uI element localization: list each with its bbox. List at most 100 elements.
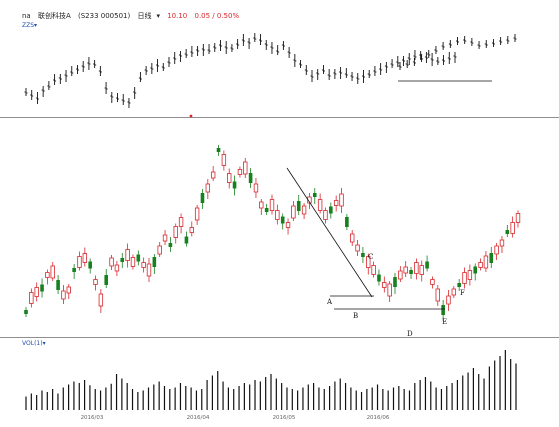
candle	[146, 263, 152, 277]
candle	[24, 310, 28, 314]
candle	[66, 286, 71, 294]
candle	[61, 290, 66, 300]
candle	[317, 199, 323, 211]
candle	[483, 255, 489, 269]
candle	[248, 173, 253, 183]
candle	[40, 284, 44, 292]
candle	[237, 169, 243, 175]
candle	[361, 253, 365, 257]
candle	[393, 277, 397, 287]
candle	[136, 254, 141, 262]
candle	[56, 280, 60, 290]
candle	[296, 201, 301, 211]
candle	[499, 239, 505, 247]
candle	[451, 288, 457, 296]
period-label: 日线	[137, 12, 152, 20]
volume-indicator-label: VOL(1)	[22, 340, 43, 347]
candle	[162, 234, 168, 242]
candle	[104, 275, 109, 285]
candle	[382, 282, 387, 288]
header-prefix: na	[22, 12, 31, 20]
candle	[419, 265, 424, 275]
candle	[329, 206, 333, 214]
candle	[189, 227, 194, 233]
candle	[414, 262, 419, 274]
candle	[93, 279, 98, 285]
candle	[280, 216, 285, 224]
candle	[371, 265, 376, 275]
candle	[82, 253, 88, 263]
candle	[152, 257, 157, 267]
marker-dot	[189, 114, 193, 118]
candle	[77, 256, 82, 268]
point-label-b: B	[353, 312, 358, 320]
candle	[377, 274, 381, 282]
date-tick-label: 2016/04	[187, 415, 210, 421]
candle	[462, 272, 467, 284]
candle	[339, 193, 344, 207]
candle	[515, 213, 521, 223]
candle	[264, 208, 269, 212]
candle	[88, 261, 92, 269]
trend-line	[286, 167, 373, 298]
chart-header: na 联创科技A (S233 000501) 日线 ▾ 10.10 0.05 / …	[0, 0, 559, 26]
candle	[216, 148, 221, 152]
point-label-f: F	[460, 289, 465, 297]
date-tick-label: 2016/06	[367, 415, 390, 421]
main-indicator-selector[interactable]: ZZS▾	[22, 22, 38, 29]
candle	[345, 217, 349, 227]
candle	[350, 233, 355, 243]
candle	[333, 200, 339, 206]
candle	[232, 181, 237, 189]
candle	[312, 193, 317, 197]
candle	[323, 210, 328, 220]
price-change: 0.05 / 0.50%	[194, 12, 240, 20]
candle	[221, 154, 227, 166]
candle	[285, 222, 291, 228]
candle	[29, 292, 34, 304]
panel-divider-top	[0, 117, 559, 118]
candle	[98, 293, 104, 307]
candle	[178, 217, 184, 227]
point-label-d: D	[407, 330, 413, 338]
volume-indicator-selector[interactable]: VOL(1)▾	[22, 340, 46, 347]
candle	[141, 262, 146, 268]
candle	[446, 295, 451, 305]
candle	[130, 257, 136, 267]
candle	[467, 270, 473, 280]
candle	[72, 268, 76, 272]
candle	[275, 210, 280, 220]
candle	[34, 287, 39, 297]
candle	[114, 264, 120, 272]
candle	[457, 283, 461, 287]
header-info-row: na 联创科技A (S233 000501) 日线 ▾ 10.10 0.05 / …	[22, 11, 244, 21]
date-tick-label: 2016/05	[273, 415, 296, 421]
candle	[269, 199, 275, 211]
period-selector[interactable]: 日线 ▾	[137, 12, 160, 20]
candle	[409, 270, 413, 274]
candle	[109, 257, 114, 267]
candle	[387, 283, 392, 297]
candle	[227, 173, 232, 183]
candle	[50, 265, 55, 279]
candle	[425, 261, 429, 269]
candle	[168, 243, 173, 247]
candle	[173, 226, 178, 238]
candle	[184, 236, 189, 244]
main-indicator-label: ZZS	[22, 22, 35, 29]
current-price: 10.10	[167, 12, 188, 20]
candle	[253, 183, 259, 193]
candle	[398, 270, 403, 280]
candle	[510, 222, 515, 234]
candle	[45, 272, 50, 278]
candle	[494, 245, 499, 255]
candle	[125, 249, 130, 261]
candle	[194, 207, 200, 221]
candle	[120, 258, 125, 262]
candle	[435, 288, 440, 302]
candle	[157, 245, 162, 255]
candle	[243, 161, 248, 175]
candle	[205, 183, 211, 193]
candle	[403, 266, 408, 274]
